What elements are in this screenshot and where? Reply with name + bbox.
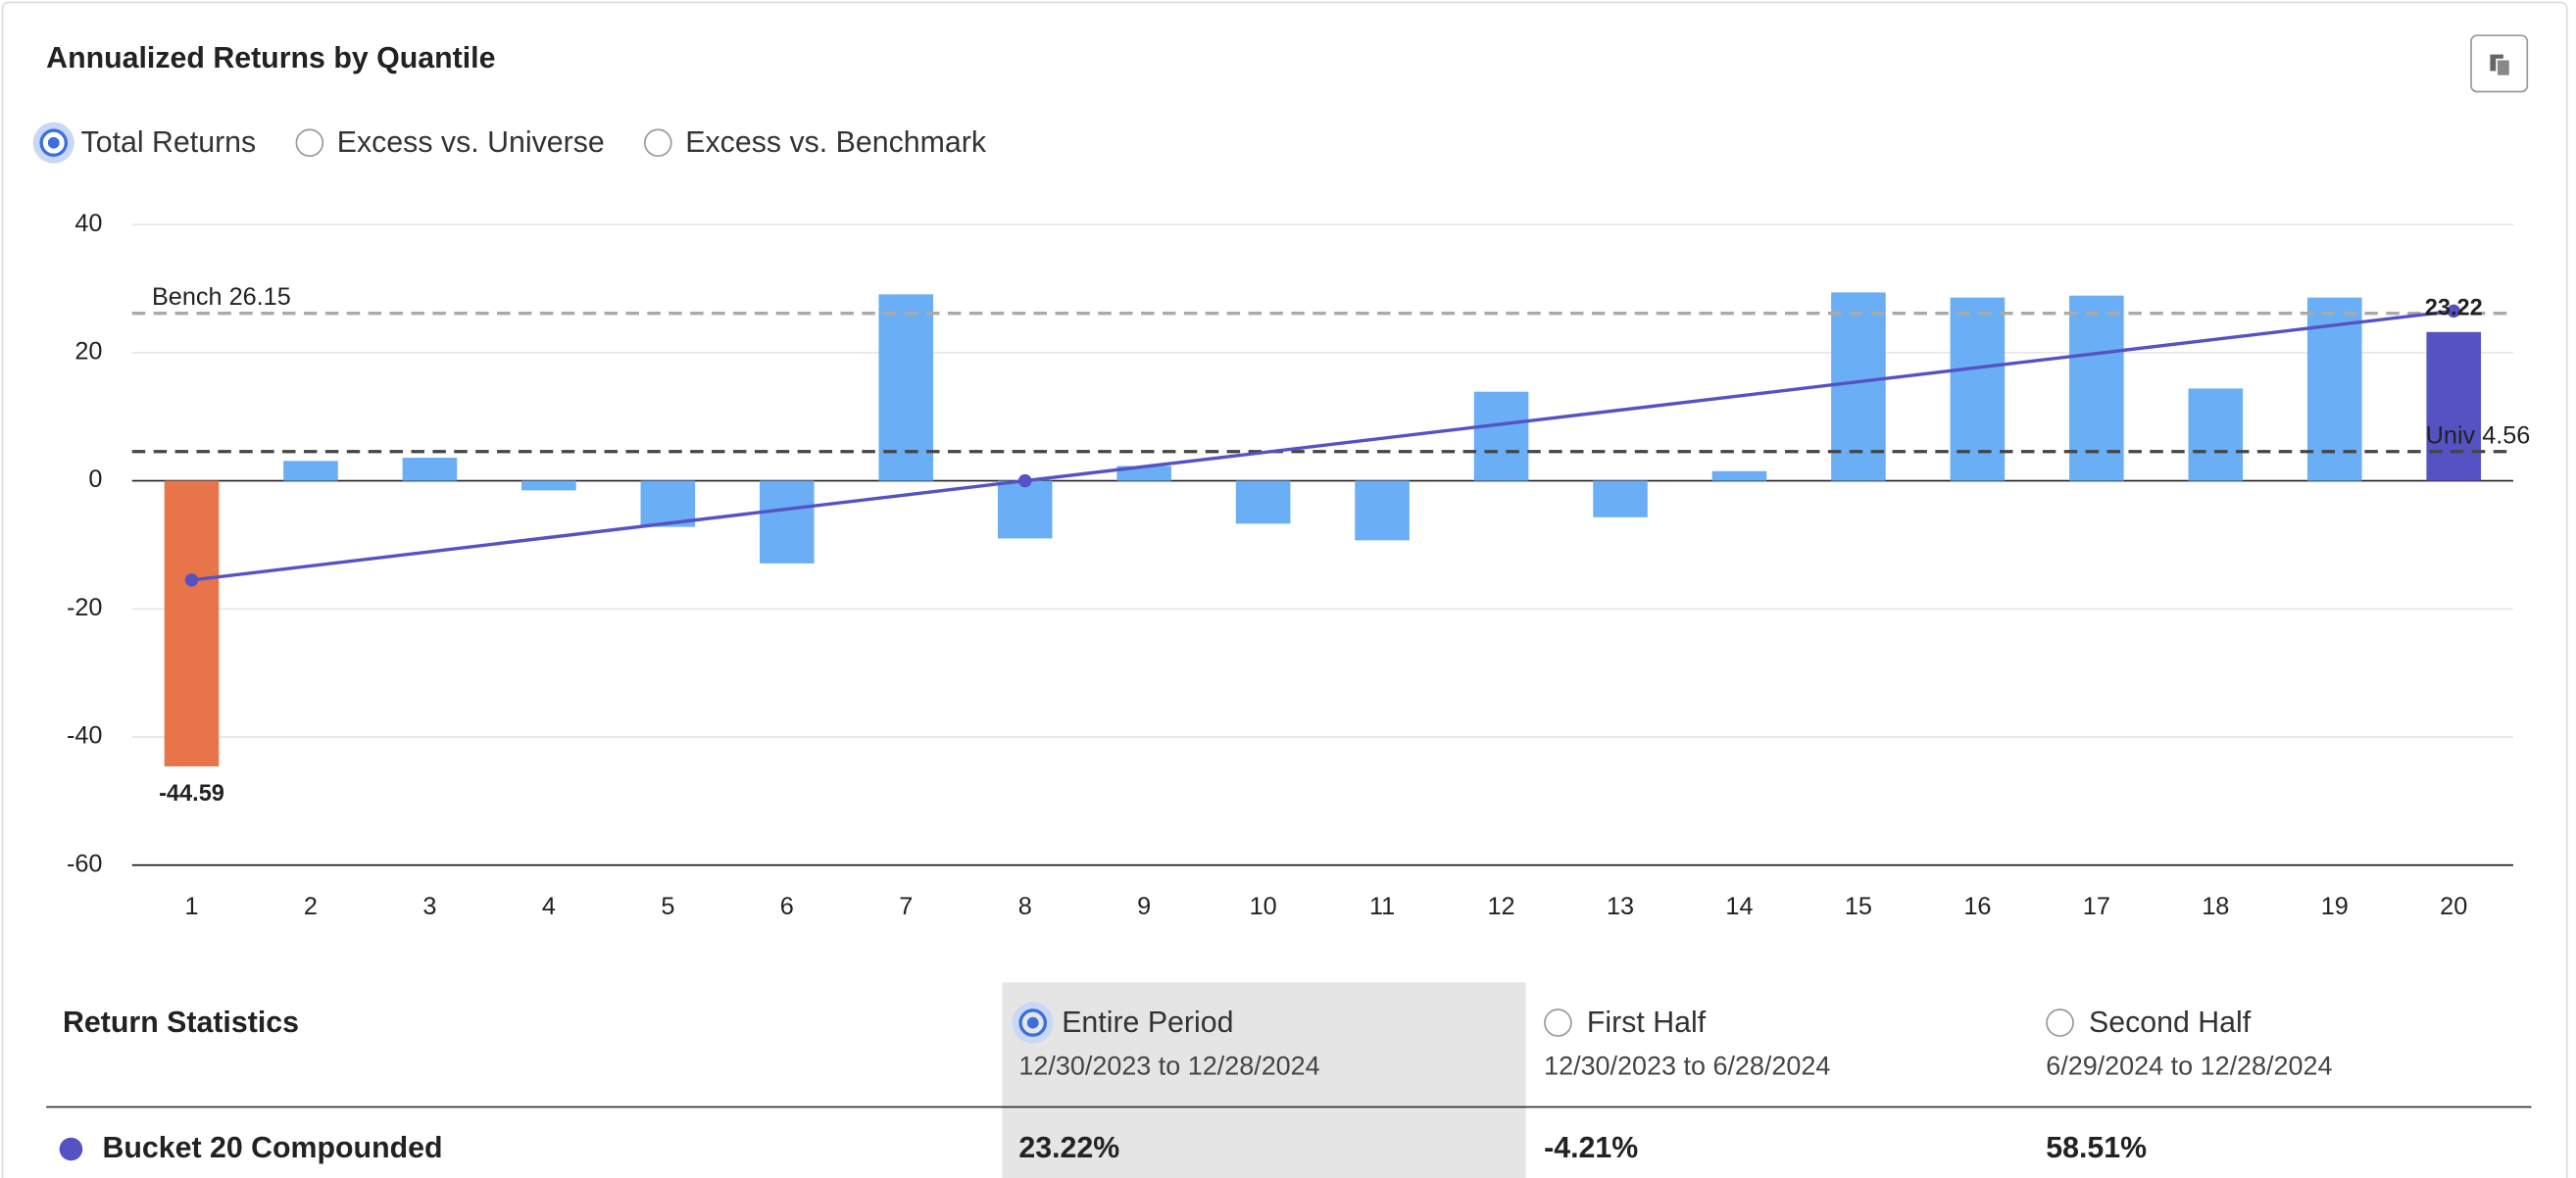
bar [1235, 480, 1291, 524]
x-tick-label: 1 [184, 893, 198, 920]
bar [1711, 470, 1767, 481]
row-label: Bucket 20 Compounded [59, 1130, 443, 1165]
bar [1593, 480, 1648, 517]
x-tick-label: 18 [2202, 893, 2229, 920]
column-name: Second Half [2089, 1005, 2252, 1039]
y-tick-label: 40 [74, 210, 102, 237]
stats-column-header: Second Half 6/29/2024 to 12/28/2024 [2046, 1006, 2332, 1083]
x-tick-label: 13 [1607, 893, 1634, 920]
bar [640, 480, 696, 527]
x-tick-label: 11 [1369, 893, 1395, 920]
column-name: First Half [1586, 1005, 1707, 1039]
x-tick-label: 12 [1488, 893, 1515, 920]
reference-label: Univ 4.56 [2426, 421, 2531, 449]
radio-dot [295, 128, 324, 158]
reference-label: Bench 26.15 [152, 283, 291, 311]
radio-label: Excess vs. Benchmark [685, 125, 986, 159]
bar [164, 480, 220, 767]
y-tick-label: 0 [88, 466, 102, 493]
bar [997, 480, 1053, 539]
row-dot [59, 1136, 83, 1160]
value-label: 23.22 [2425, 294, 2483, 319]
column-name: Entire Period [1062, 1005, 1234, 1039]
bar [283, 461, 338, 481]
stats: Return Statistics Entire Period 12/30/202… [46, 982, 2532, 1178]
x-tick-label: 5 [661, 893, 674, 920]
column-range: 12/30/2023 to 6/28/2024 [1544, 1053, 1831, 1082]
value-label: -44.59 [159, 780, 224, 806]
stats-column-header: Entire Period 12/30/2023 to 12/28/2024 [1018, 1006, 1320, 1083]
stats-title: Return Statistics [63, 1005, 299, 1039]
bar [2188, 388, 2244, 481]
column-range: 12/30/2023 to 12/28/2024 [1018, 1053, 1320, 1082]
stat-value: 23.22% [1018, 1130, 1120, 1164]
column-radio[interactable]: First Half [1544, 1006, 1830, 1040]
x-tick-label: 6 [780, 893, 794, 920]
copy-button[interactable] [2470, 34, 2529, 93]
x-tick-label: 19 [2321, 893, 2349, 920]
x-tick-label: 3 [422, 893, 436, 920]
y-tick-label: -40 [67, 722, 102, 750]
trend-point [184, 573, 199, 587]
y-tick-label: -60 [67, 850, 102, 877]
radio-option[interactable]: Excess vs. Benchmark [644, 125, 986, 160]
x-tick-label: 8 [1018, 893, 1032, 920]
bar [1473, 391, 1529, 481]
column-radio[interactable]: Second Half [2046, 1006, 2332, 1040]
x-tick-label: 17 [2083, 893, 2110, 920]
bar [1831, 292, 1886, 481]
radio-option[interactable]: Total Returns [39, 125, 256, 160]
radio-dot [644, 128, 672, 158]
radio-label: Excess vs. Universe [336, 125, 605, 159]
bar [760, 480, 815, 564]
x-tick-label: 4 [542, 893, 556, 920]
bar [878, 294, 934, 481]
radio-group: Total Returns Excess vs. Universe Excess v… [39, 125, 986, 160]
trend-point [1017, 473, 1032, 488]
stats-column-header: First Half 12/30/2023 to 6/28/2024 [1544, 1006, 1830, 1083]
radio-label: Total Returns [80, 125, 257, 159]
x-tick-label: 9 [1137, 893, 1151, 920]
x-tick-label: 10 [1250, 893, 1277, 920]
radio-dot [39, 128, 69, 158]
divider [46, 1105, 2532, 1108]
x-tick-label: 20 [2440, 893, 2467, 920]
column-range: 6/29/2024 to 12/28/2024 [2046, 1053, 2333, 1082]
row-name: Bucket 20 Compounded [102, 1130, 443, 1164]
chart-title: Annualized Returns by Quantile [46, 41, 496, 74]
trend-point [2447, 304, 2460, 319]
x-tick-label: 14 [1725, 893, 1753, 920]
radio-dot [1544, 1008, 1572, 1037]
x-tick-label: 2 [304, 893, 318, 920]
y-tick-label: -20 [67, 594, 102, 621]
bar [521, 480, 576, 491]
bar [1950, 297, 2006, 481]
y-tick-label: 20 [74, 338, 102, 366]
x-tick-label: 7 [899, 893, 913, 920]
radio-dot [2046, 1008, 2074, 1037]
copy-icon [2490, 54, 2511, 77]
stat-value: -4.21% [1544, 1130, 1639, 1164]
radio-dot [1018, 1008, 1048, 1037]
stat-value: 58.51% [2046, 1130, 2148, 1164]
selected-column [1002, 982, 1526, 1178]
bar [2426, 331, 2482, 481]
bar [1355, 480, 1410, 541]
column-radio[interactable]: Entire Period [1018, 1006, 1319, 1040]
bar [402, 458, 458, 481]
x-tick-label: 15 [1845, 893, 1872, 920]
x-tick-label: 16 [1963, 893, 1991, 920]
radio-option[interactable]: Excess vs. Universe [295, 125, 605, 160]
